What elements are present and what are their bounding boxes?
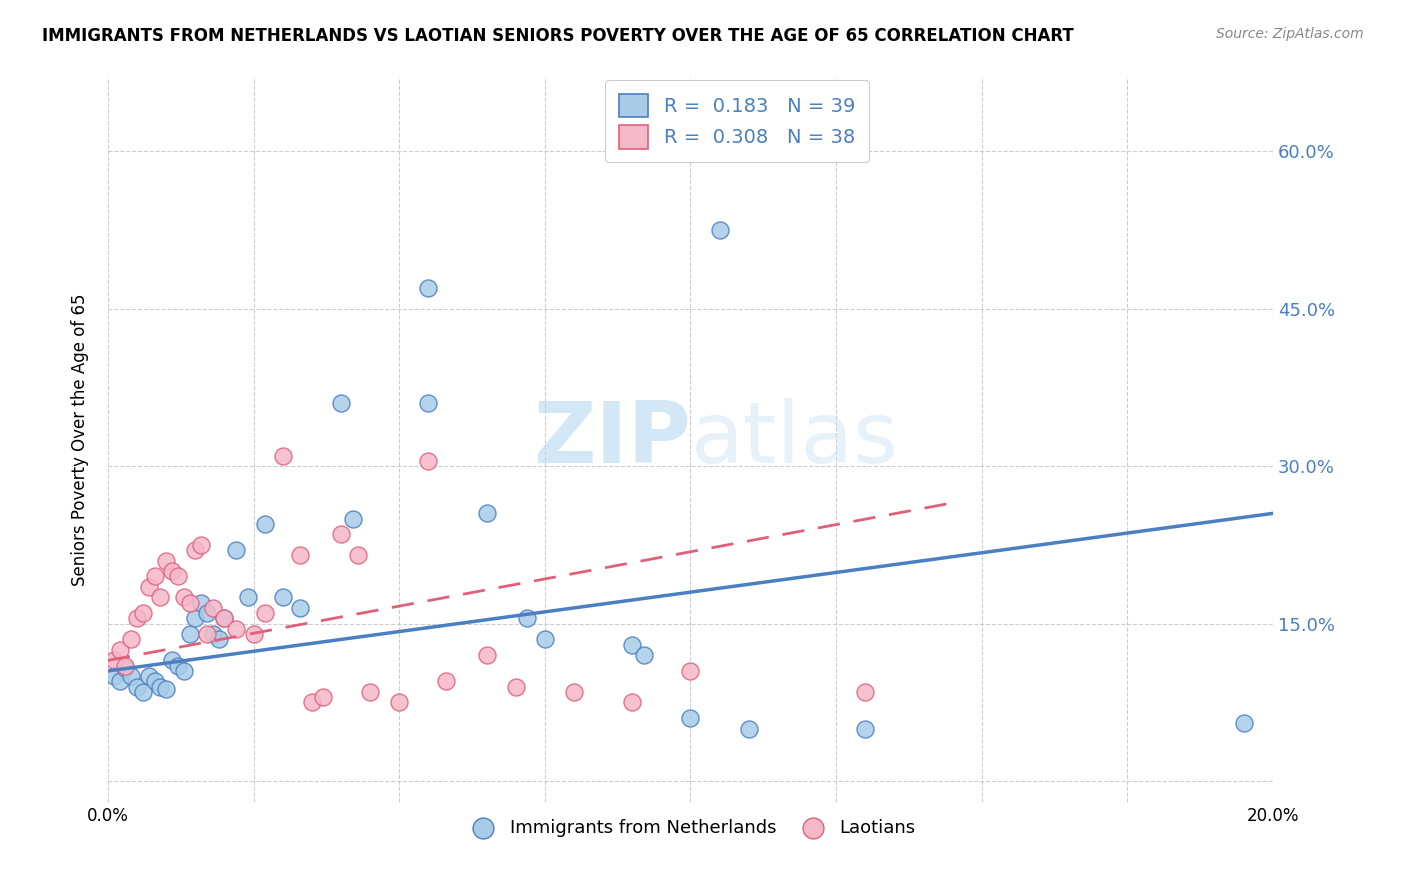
Point xyxy=(505,680,527,694)
Point xyxy=(201,601,224,615)
Legend: Immigrants from Netherlands, Laotians: Immigrants from Netherlands, Laotians xyxy=(458,812,924,844)
Point xyxy=(195,606,218,620)
Point xyxy=(120,669,142,683)
Point xyxy=(103,669,125,683)
Point xyxy=(214,611,236,625)
Point xyxy=(132,606,155,620)
Point xyxy=(143,569,166,583)
Point xyxy=(173,591,195,605)
Point xyxy=(149,591,172,605)
Point xyxy=(329,527,352,541)
Point xyxy=(434,674,457,689)
Point xyxy=(155,681,177,696)
Point xyxy=(155,554,177,568)
Point xyxy=(329,396,352,410)
Point xyxy=(190,538,212,552)
Point xyxy=(208,632,231,647)
Point xyxy=(679,711,702,725)
Point xyxy=(737,722,759,736)
Point xyxy=(388,696,411,710)
Point xyxy=(160,564,183,578)
Y-axis label: Seniors Poverty Over the Age of 65: Seniors Poverty Over the Age of 65 xyxy=(72,293,89,586)
Point xyxy=(418,396,440,410)
Point xyxy=(114,661,136,675)
Point xyxy=(114,658,136,673)
Point xyxy=(475,648,498,663)
Point xyxy=(149,680,172,694)
Point xyxy=(621,696,644,710)
Text: ZIP: ZIP xyxy=(533,399,690,482)
Point xyxy=(621,638,644,652)
Point xyxy=(271,591,294,605)
Point xyxy=(562,685,585,699)
Text: atlas: atlas xyxy=(690,399,898,482)
Point xyxy=(475,507,498,521)
Point xyxy=(418,454,440,468)
Point xyxy=(138,669,160,683)
Point xyxy=(173,664,195,678)
Point xyxy=(214,611,236,625)
Point xyxy=(195,627,218,641)
Point xyxy=(288,601,311,615)
Point xyxy=(236,591,259,605)
Point xyxy=(127,611,149,625)
Point xyxy=(853,685,876,699)
Point xyxy=(225,543,247,558)
Point xyxy=(853,722,876,736)
Point xyxy=(342,511,364,525)
Point xyxy=(190,596,212,610)
Point xyxy=(132,685,155,699)
Point xyxy=(633,648,655,663)
Point xyxy=(288,549,311,563)
Point xyxy=(709,223,731,237)
Point xyxy=(179,596,201,610)
Point xyxy=(242,627,264,641)
Point xyxy=(359,685,381,699)
Point xyxy=(679,664,702,678)
Point xyxy=(120,632,142,647)
Point xyxy=(108,674,131,689)
Point xyxy=(184,611,207,625)
Point xyxy=(418,280,440,294)
Point xyxy=(167,658,190,673)
Point xyxy=(225,622,247,636)
Point xyxy=(254,516,277,531)
Point xyxy=(167,569,190,583)
Point xyxy=(143,674,166,689)
Point xyxy=(103,653,125,667)
Point xyxy=(533,632,555,647)
Point xyxy=(312,690,335,705)
Point xyxy=(108,643,131,657)
Point xyxy=(271,449,294,463)
Point xyxy=(179,627,201,641)
Point xyxy=(201,627,224,641)
Point xyxy=(1233,716,1256,731)
Point xyxy=(127,680,149,694)
Point xyxy=(138,580,160,594)
Point xyxy=(184,543,207,558)
Text: Source: ZipAtlas.com: Source: ZipAtlas.com xyxy=(1216,27,1364,41)
Point xyxy=(301,696,323,710)
Point xyxy=(254,606,277,620)
Point xyxy=(347,549,370,563)
Point xyxy=(516,611,538,625)
Point xyxy=(160,653,183,667)
Text: IMMIGRANTS FROM NETHERLANDS VS LAOTIAN SENIORS POVERTY OVER THE AGE OF 65 CORREL: IMMIGRANTS FROM NETHERLANDS VS LAOTIAN S… xyxy=(42,27,1074,45)
